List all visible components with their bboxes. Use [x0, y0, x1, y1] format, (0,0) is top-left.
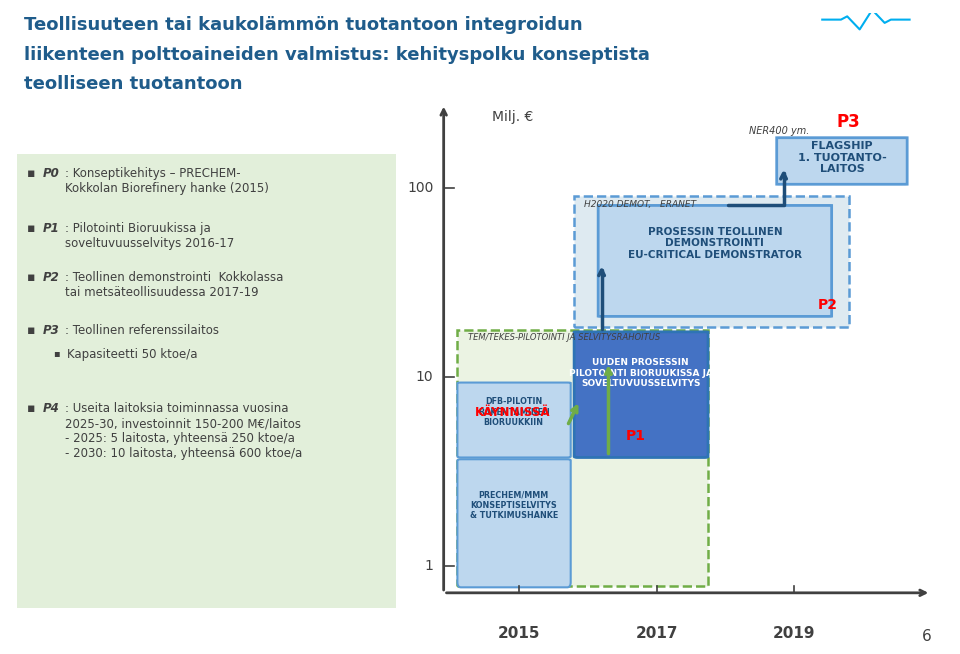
Text: liikenteen polttoaineiden valmistus: kehityspolku konseptista: liikenteen polttoaineiden valmistus: keh… [24, 46, 650, 64]
Text: P2: P2 [818, 298, 838, 313]
Text: ▪: ▪ [27, 222, 36, 235]
Text: : Useita laitoksia toiminnassa vuosina
2025-30, investoinnit 150-200 M€/laitos
-: : Useita laitoksia toiminnassa vuosina 2… [65, 402, 302, 460]
Text: P3: P3 [837, 113, 861, 131]
Text: 100: 100 [407, 181, 433, 195]
Text: FLAGSHIP
1. TUOTANTO-
LAITOS: FLAGSHIP 1. TUOTANTO- LAITOS [798, 141, 886, 175]
Text: ▪: ▪ [27, 167, 36, 180]
Text: ▪: ▪ [27, 402, 36, 415]
Text: UUDEN PROSESSIN
PILOTOINTI BIORUUKISSA JA
SOVELTUVUUSSELVITYS: UUDEN PROSESSIN PILOTOINTI BIORUUKISSA J… [568, 358, 712, 388]
Text: DFB-PILOTIN
RAKENTAMINEN
BIORUUKKIIN: DFB-PILOTIN RAKENTAMINEN BIORUUKKIIN [478, 398, 549, 427]
Text: 1: 1 [424, 559, 433, 573]
Text: ▪: ▪ [53, 348, 60, 358]
Text: PRECHEM/MMM
KONSEPTISELVITYS
& TUTKIMUSHANKE: PRECHEM/MMM KONSEPTISELVITYS & TUTKIMUSH… [469, 490, 558, 520]
FancyBboxPatch shape [574, 332, 708, 458]
Text: 2019: 2019 [773, 626, 815, 641]
Text: : Konseptikehitys – PRECHEM-
Kokkolan Biorefinery hanke (2015): : Konseptikehitys – PRECHEM- Kokkolan Bi… [65, 167, 269, 195]
Text: NER400 ym.: NER400 ym. [749, 126, 809, 137]
Text: P0: P0 [43, 167, 60, 180]
Text: Milj. €: Milj. € [492, 109, 533, 124]
Text: P1: P1 [626, 428, 646, 443]
Text: 6: 6 [922, 629, 931, 644]
Text: P4: P4 [43, 402, 60, 415]
Text: : Pilotointi Bioruukissa ja
soveltuvuusselvitys 2016-17: : Pilotointi Bioruukissa ja soveltuvuuss… [65, 222, 234, 250]
FancyBboxPatch shape [574, 196, 849, 326]
Text: H2020 DEMOT,   ERANET: H2020 DEMOT, ERANET [585, 199, 697, 209]
Text: TEM/TEKES-PILOTOINTI JA SELVITYSRAHOITUS: TEM/TEKES-PILOTOINTI JA SELVITYSRAHOITUS [468, 333, 660, 341]
Text: teolliseen tuotantoon: teolliseen tuotantoon [24, 75, 243, 94]
FancyBboxPatch shape [777, 138, 907, 184]
Text: 10: 10 [416, 370, 433, 384]
FancyBboxPatch shape [457, 459, 570, 587]
FancyBboxPatch shape [598, 205, 831, 317]
Text: Kapasiteetti 50 ktoe/a: Kapasiteetti 50 ktoe/a [67, 348, 198, 361]
Text: : Teollinen referenssilaitos: : Teollinen referenssilaitos [65, 324, 219, 337]
Text: 2017: 2017 [636, 626, 678, 641]
Text: ▪: ▪ [27, 324, 36, 337]
Text: Teollisuuteen tai kaukolämmön tuotantoon integroidun: Teollisuuteen tai kaukolämmön tuotantoon… [24, 16, 583, 35]
FancyBboxPatch shape [457, 383, 570, 458]
FancyBboxPatch shape [457, 330, 708, 586]
Text: 2015: 2015 [498, 626, 540, 641]
Text: KÄYNNISSÄ: KÄYNNISSÄ [474, 406, 550, 419]
Text: PROSESSIN TEOLLINEN
DEMONSTROINTI
EU-CRITICAL DEMONSTRATOR: PROSESSIN TEOLLINEN DEMONSTROINTI EU-CRI… [628, 227, 802, 260]
Text: P3: P3 [43, 324, 60, 337]
Text: ▪: ▪ [27, 271, 36, 284]
Text: : Teollinen demonstrointi  Kokkolassa
tai metsäteollisuudessa 2017-19: : Teollinen demonstrointi Kokkolassa tai… [65, 271, 283, 300]
Text: P1: P1 [43, 222, 60, 235]
Text: P2: P2 [43, 271, 60, 284]
